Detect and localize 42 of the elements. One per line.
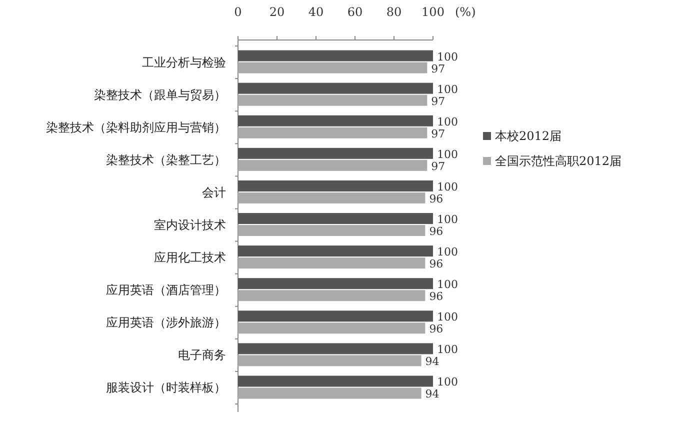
- y-tick-label: 会计: [202, 185, 226, 200]
- y-tick-label: 服装设计（时装样板）: [106, 380, 226, 395]
- data-label: 100: [437, 310, 458, 324]
- x-tick-label: 20: [269, 5, 285, 19]
- y-tick-label: 应用英语（酒店管理）: [106, 283, 226, 298]
- x-tick-label: 100: [422, 5, 444, 19]
- x-tick-label: 0: [234, 5, 242, 19]
- x-tick-label: 40: [308, 5, 324, 19]
- data-label: 100: [437, 82, 458, 96]
- y-tick-label: 染整技术（染料助剂应用与营销）: [46, 120, 226, 134]
- y-tick-label: 室内设计技术: [154, 218, 226, 232]
- data-label: 100: [437, 180, 458, 194]
- x-tick-label: 80: [386, 5, 402, 19]
- y-tick-label: 染整技术（跟单与贸易）: [94, 88, 226, 102]
- data-label: 100: [437, 148, 458, 161]
- data-label: 97: [431, 62, 446, 76]
- data-label: 96: [429, 290, 444, 304]
- data-label: 100: [437, 376, 458, 389]
- data-label: 100: [437, 343, 458, 356]
- data-label: 100: [437, 115, 458, 128]
- legend-label: 全国示范性高职2012届: [495, 154, 622, 168]
- y-tick-label: 染整技术（染整工艺）: [106, 152, 226, 167]
- data-label: 96: [429, 322, 444, 336]
- data-label: 97: [431, 127, 446, 140]
- x-tick-label: 60: [347, 5, 363, 19]
- legend-label: 本校2012届: [495, 129, 562, 143]
- data-label: 100: [437, 50, 458, 64]
- y-tick-label: 电子商务: [178, 348, 226, 362]
- data-label: 94: [425, 388, 440, 401]
- data-label: 96: [429, 192, 444, 206]
- data-label: 100: [437, 213, 458, 226]
- y-tick-label: 应用化工技术: [154, 250, 226, 265]
- y-tick-label: 应用英语（涉外旅游）: [106, 316, 226, 330]
- data-label: 97: [431, 160, 446, 173]
- data-label: 96: [429, 225, 444, 238]
- x-axis-title: (%): [455, 5, 476, 19]
- data-label: 94: [425, 355, 440, 368]
- data-label: 100: [437, 278, 458, 292]
- data-label: 97: [431, 94, 446, 108]
- y-tick-label: 工业分析与检验: [142, 55, 226, 70]
- data-label: 100: [437, 246, 458, 259]
- data-label: 96: [429, 258, 444, 271]
